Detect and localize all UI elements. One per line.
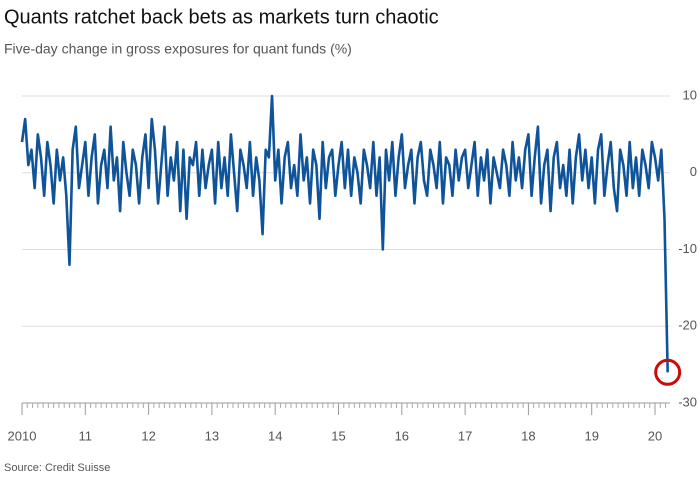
x-tick-label: 19 bbox=[584, 428, 598, 443]
chart-subtitle: Five-day change in gross exposures for q… bbox=[4, 41, 352, 57]
x-tick-label: 12 bbox=[141, 428, 155, 443]
x-tick-label: 18 bbox=[521, 428, 535, 443]
x-tick-label: 15 bbox=[331, 428, 345, 443]
x-tick-label: 14 bbox=[268, 428, 282, 443]
highlight-circle bbox=[654, 358, 682, 386]
y-tick-label: 0 bbox=[690, 164, 697, 179]
chart-title: Quants ratchet back bets as markets turn… bbox=[4, 6, 439, 28]
y-tick-label: -10 bbox=[678, 241, 697, 256]
data-line bbox=[20, 94, 669, 373]
x-tick-label: 16 bbox=[395, 428, 409, 443]
y-tick-label: -30 bbox=[678, 394, 697, 409]
source: Source: Credit Suisse bbox=[4, 462, 110, 474]
x-tick-label: 17 bbox=[458, 428, 472, 443]
x-tick-label: 2010 bbox=[8, 428, 37, 443]
x-tick-label: 11 bbox=[79, 428, 93, 443]
y-tick-label: 10 bbox=[683, 87, 697, 102]
x-tick-label: 13 bbox=[205, 428, 219, 443]
y-tick-label: -20 bbox=[678, 318, 697, 333]
x-tick-label: 20 bbox=[648, 428, 662, 443]
